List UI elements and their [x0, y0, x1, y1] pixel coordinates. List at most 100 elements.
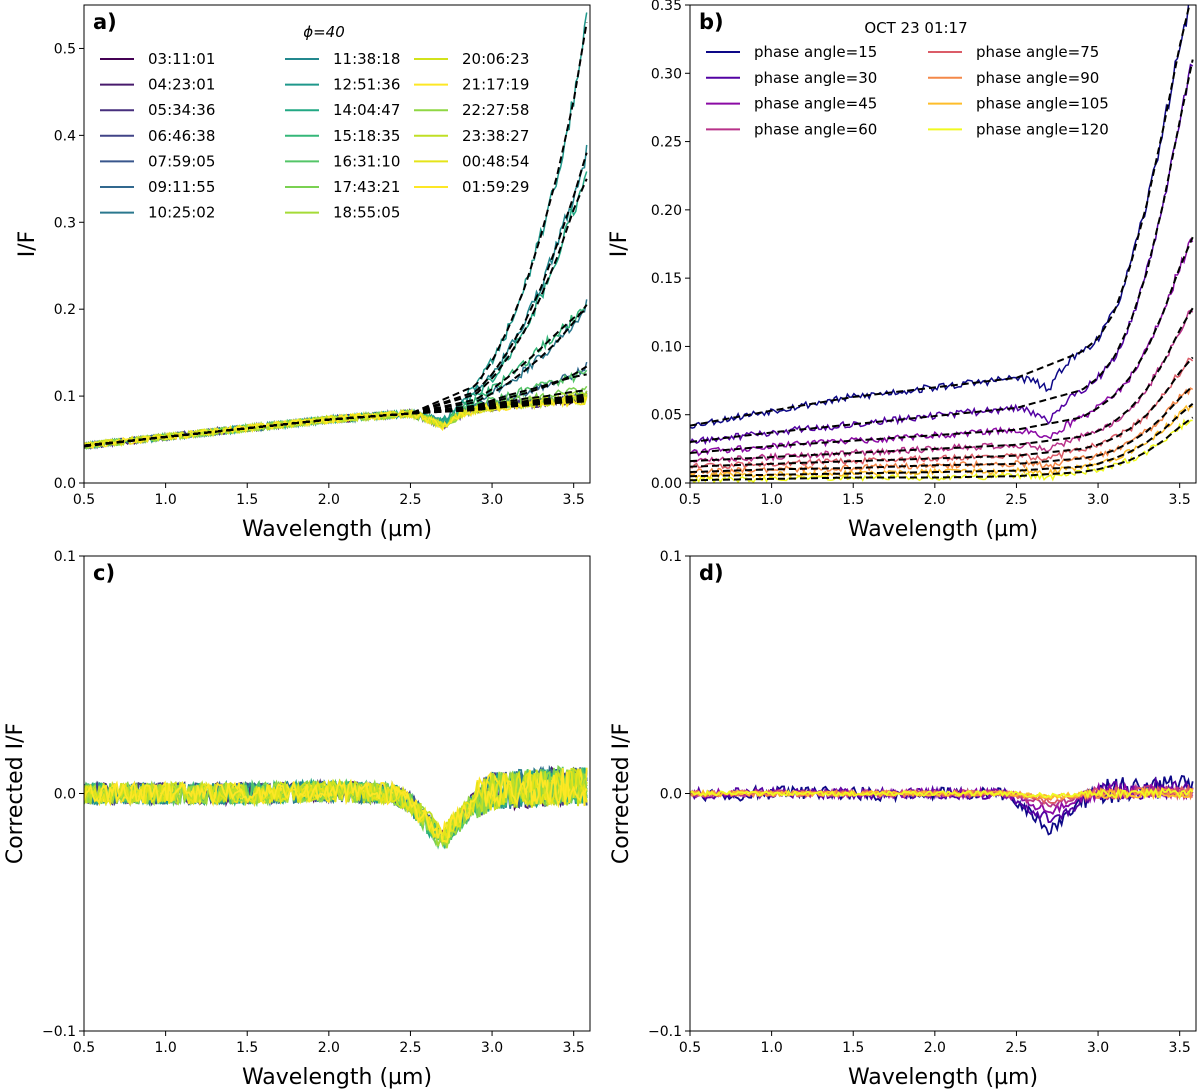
- legend-label: 00:48:54: [462, 152, 529, 170]
- x-tick-label: 0.5: [73, 1040, 95, 1056]
- y-tick-label: 0.20: [651, 203, 682, 219]
- legend-label: phase angle=30: [754, 69, 877, 87]
- panel-b: 0.5 1.0 1.5 2.0 2.5 3.0 3.5 0.00 0.05 0.10 0.15 0.2…: [607, 0, 1197, 542]
- x-tick-label: 1.5: [842, 1040, 864, 1056]
- corrected-series-line: [84, 767, 588, 844]
- y-axis-label: Corrected I/F: [609, 723, 634, 864]
- x-tick-label: 3.0: [481, 1040, 503, 1056]
- plot-frame: [689, 4, 1197, 484]
- legend-label: phase angle=90: [976, 69, 1099, 87]
- legend-label: 10:25:02: [148, 204, 215, 222]
- x-tick-label: 2.5: [399, 1040, 421, 1056]
- model-fit-line: [84, 304, 588, 447]
- x-tick-label: 3.5: [563, 1040, 585, 1056]
- y-tick-label: 0.5: [54, 41, 76, 57]
- y-axis-label: I/F: [607, 231, 632, 258]
- model-fit-line: [690, 307, 1194, 463]
- legend-label: 22:27:58: [462, 101, 529, 119]
- legend-label: 15:18:35: [333, 127, 400, 145]
- legend-label: 16:31:10: [333, 152, 400, 170]
- model-fit-line: [690, 416, 1194, 482]
- x-tick-label: 1.5: [236, 492, 258, 508]
- x-tick-label: 2.0: [924, 1040, 946, 1056]
- x-tick-label: 1.5: [842, 492, 864, 508]
- x-tick-label: 3.0: [481, 492, 503, 508]
- x-tick-label: 3.0: [1087, 492, 1109, 508]
- model-fit-line: [690, 59, 1194, 443]
- model-fit-line: [84, 400, 587, 447]
- x-tick-label: 1.0: [760, 492, 782, 508]
- legend-label: phase angle=60: [754, 120, 877, 138]
- legend: phase angle=15 phase angle=30 phase angle=…: [706, 43, 1109, 138]
- legend-label: phase angle=45: [754, 95, 877, 113]
- y-tick-label: 0.0: [54, 476, 76, 492]
- legend: 03:11:01 04:23:01 05:34:36 06:46:38 07:59:05…: [100, 50, 529, 222]
- legend-label: 23:38:27: [462, 127, 529, 145]
- legend-label: 07:59:05: [148, 152, 215, 170]
- legend-label: 04:23:01: [148, 76, 215, 94]
- panel-label: c): [93, 561, 115, 585]
- series-line-phase-angle-15: [690, 5, 1190, 429]
- legend-label: 06:46:38: [148, 127, 215, 145]
- x-axis-label: Wavelength (µm): [242, 1065, 432, 1090]
- y-tick-label: 0.1: [54, 389, 76, 405]
- model-fit-line: [84, 393, 587, 447]
- y-tick-label: 0.2: [54, 302, 76, 318]
- model-fit-line: [690, 385, 1194, 474]
- y-tick-label: 0.0: [54, 787, 76, 803]
- x-axis-label: Wavelength (µm): [848, 517, 1038, 542]
- y-tick-label: 0.30: [651, 66, 682, 82]
- x-tick-label: 2.0: [924, 492, 946, 508]
- legend-label: phase angle=105: [976, 95, 1109, 113]
- panel-a: 0.5 1.0 1.5 2.0 2.5 3.0 3.5 0.0 0.1 0.2 0.3 0.4 0.5 W…: [15, 4, 591, 542]
- y-tick-label: 0.0: [660, 787, 682, 803]
- series-line-01-59-29: [84, 396, 587, 450]
- x-tick-label: 0.5: [679, 1040, 701, 1056]
- y-tick-label: 0.00: [651, 476, 682, 492]
- legend-label: 05:34:36: [148, 101, 215, 119]
- x-tick-label: 2.0: [318, 492, 340, 508]
- x-axis-label: Wavelength (µm): [242, 517, 432, 542]
- legend-label: 12:51:36: [333, 76, 400, 94]
- plot-frame: [83, 4, 591, 484]
- x-tick-label: 3.5: [1169, 1040, 1191, 1056]
- series-line-phase-angle-105: [690, 404, 1193, 480]
- model-fit-line: [84, 373, 587, 447]
- series-line-phase-angle-120: [690, 418, 1193, 483]
- legend-label: 17:43:21: [333, 178, 400, 196]
- x-tick-label: 1.0: [760, 1040, 782, 1056]
- plot-area-a: [84, 12, 588, 451]
- series-line-phase-angle-90: [690, 387, 1194, 476]
- x-tick-label: 3.5: [563, 492, 585, 508]
- y-axis-label: Corrected I/F: [3, 723, 28, 864]
- legend-label: 09:11:55: [148, 178, 215, 196]
- model-fit-line: [84, 365, 588, 447]
- x-tick-label: 2.5: [1005, 1040, 1027, 1056]
- model-fit-line: [690, 5, 1191, 427]
- panel-d: 0.5 1.0 1.5 2.0 2.5 3.0 3.5 −0.1 0.0 0.1 Wavelengt…: [609, 549, 1197, 1090]
- model-fit-line: [690, 356, 1194, 468]
- legend-label: phase angle=75: [976, 43, 1099, 61]
- legend-label: 21:17:19: [462, 76, 529, 94]
- model-fit-line: [84, 308, 588, 447]
- corrected-series-line: [690, 786, 1194, 800]
- model-fit-line: [690, 403, 1194, 478]
- y-tick-label: 0.25: [651, 135, 682, 151]
- legend-label: 01:59:29: [462, 178, 529, 196]
- y-tick-label: −0.1: [648, 1024, 682, 1040]
- y-tick-label: 0.05: [651, 408, 682, 424]
- series-line-15-18-35: [84, 303, 588, 449]
- model-fit-line: [84, 389, 587, 447]
- panel-label: b): [699, 10, 724, 34]
- x-axis-label: Wavelength (µm): [848, 1065, 1038, 1090]
- x-tick-label: 1.5: [236, 1040, 258, 1056]
- model-fit-line: [84, 22, 588, 447]
- x-tick-label: 3.5: [1169, 492, 1191, 508]
- legend-label: 11:38:18: [333, 50, 400, 68]
- x-tick-label: 3.0: [1087, 1040, 1109, 1056]
- x-tick-label: 1.0: [154, 1040, 176, 1056]
- y-tick-label: 0.4: [54, 128, 76, 144]
- y-tick-label: 0.15: [651, 271, 682, 287]
- y-tick-label: 0.35: [651, 0, 682, 14]
- plot-area-c: [84, 764, 588, 850]
